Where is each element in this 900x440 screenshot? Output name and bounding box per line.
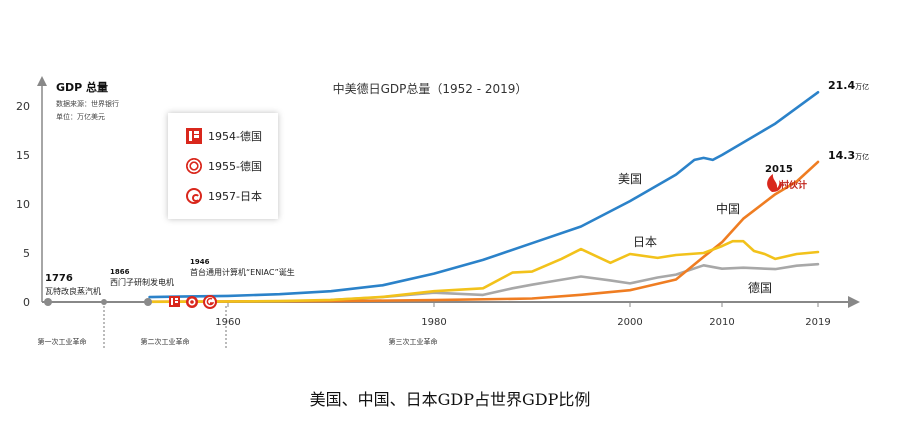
end-value-usa: 21.4万亿	[828, 79, 869, 92]
series-line-japan	[148, 239, 820, 304]
x-tick-label: 2000	[617, 317, 642, 328]
x-tick-label: 2010	[709, 317, 734, 328]
series-label-germany: 德国	[748, 280, 772, 295]
if-design-icon	[169, 296, 180, 307]
timeline-marker-1776	[44, 298, 52, 306]
y-tick-label: 15	[16, 149, 30, 162]
red-dot-icon	[186, 296, 198, 308]
y-tick-label: 20	[16, 100, 30, 113]
timeline-marker-1866	[101, 299, 107, 305]
legend-label: 1954-德国	[208, 130, 262, 143]
source-note: 数据来源：世界银行	[56, 99, 119, 108]
legend-label: 1955-德国	[208, 160, 262, 173]
series-label-japan: 日本	[633, 235, 657, 249]
annotation-1776-year: 1776	[45, 273, 73, 284]
figure-caption: 美国、中国、日本GDP占世界GDP比例	[309, 390, 591, 409]
y-tick-label: 0	[23, 296, 30, 309]
cunhuoji-logo: 村伙计	[767, 174, 807, 192]
chart-title: 中美德日GDP总量（1952 - 2019）	[333, 81, 528, 96]
legend-item-good-design: 1957-日本	[186, 187, 262, 205]
y-tick-label: 10	[16, 198, 30, 211]
era-label-second: 第二次工业革命	[141, 337, 190, 346]
end-value-china: 14.3万亿	[828, 149, 869, 162]
era-label-first: 第一次工业革命	[38, 337, 87, 346]
series-line-usa	[148, 91, 820, 299]
x-tick-label: 1960	[215, 317, 240, 328]
good-design-icon	[186, 188, 202, 204]
annotation-1946-year: 1946	[190, 258, 210, 266]
legend-item-if: 1954-德国	[186, 127, 262, 145]
x-tick-label: 1980	[421, 317, 446, 328]
timeline-marker-1946	[144, 298, 152, 306]
annotation-2015-year: 2015	[765, 164, 793, 175]
series-label-china: 中国	[716, 201, 740, 216]
unit-note: 单位：万亿美元	[56, 112, 105, 121]
legend-item-red-dot: 1955-德国	[186, 157, 262, 175]
annotation-1946-text: 首台通用计算机“ENIAC”诞生	[190, 267, 295, 277]
good-design-icon	[203, 295, 217, 309]
series-line-germany	[329, 262, 820, 302]
y-tick-label: 5	[23, 247, 30, 260]
x-axis-arrow	[848, 296, 860, 308]
red-dot-icon	[186, 158, 202, 174]
era-label-third: 第三次工业革命	[389, 337, 438, 346]
series-line-china	[148, 160, 820, 304]
annotation-2015-label: 村伙计	[780, 179, 807, 191]
legend-label: 1957-日本	[208, 190, 262, 203]
award-legend: 1954-德国 1955-德国 1957-日本	[168, 113, 278, 219]
annotation-1776-text: 瓦特改良蒸汽机	[45, 286, 101, 296]
y-axis-arrow	[37, 76, 47, 86]
annotation-1866-year: 1866	[110, 268, 130, 276]
flame-icon	[767, 174, 782, 192]
annotation-1866-text: 西门子研制发电机	[110, 277, 174, 287]
x-tick-label: 2019	[805, 317, 830, 328]
y-axis-label: GDP 总量	[56, 80, 108, 94]
series-label-usa: 美国	[618, 172, 642, 186]
if-design-icon	[186, 128, 202, 144]
